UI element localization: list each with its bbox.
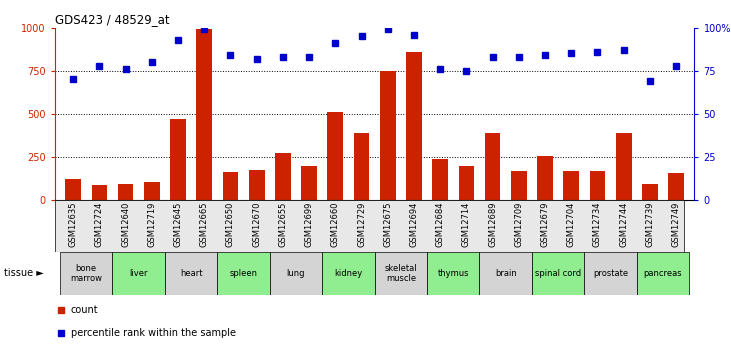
Text: tissue ►: tissue ► xyxy=(4,268,43,278)
Text: GSM12699: GSM12699 xyxy=(305,201,314,247)
FancyBboxPatch shape xyxy=(113,252,165,295)
Bar xyxy=(432,159,448,200)
Text: GSM12675: GSM12675 xyxy=(383,201,393,247)
Bar xyxy=(118,184,134,200)
Text: GSM12660: GSM12660 xyxy=(331,201,340,247)
Bar xyxy=(668,173,684,200)
Text: count: count xyxy=(71,305,99,315)
FancyBboxPatch shape xyxy=(55,200,684,252)
Text: liver: liver xyxy=(129,269,148,278)
Text: prostate: prostate xyxy=(593,269,628,278)
FancyBboxPatch shape xyxy=(480,252,532,295)
Bar xyxy=(197,29,212,200)
Bar xyxy=(642,184,658,200)
Bar xyxy=(275,152,291,200)
Text: spleen: spleen xyxy=(230,269,257,278)
FancyBboxPatch shape xyxy=(60,252,113,295)
Bar xyxy=(301,167,317,200)
Text: GSM12744: GSM12744 xyxy=(619,201,628,247)
Bar xyxy=(144,182,159,200)
Text: GSM12694: GSM12694 xyxy=(409,201,418,247)
Text: lung: lung xyxy=(287,269,306,278)
Bar xyxy=(564,171,579,200)
Bar xyxy=(616,133,632,200)
Text: GSM12749: GSM12749 xyxy=(672,201,681,247)
FancyBboxPatch shape xyxy=(165,252,217,295)
Text: GSM12704: GSM12704 xyxy=(567,201,576,247)
Text: GSM12645: GSM12645 xyxy=(173,201,183,247)
Bar xyxy=(249,170,265,200)
Text: spinal cord: spinal cord xyxy=(535,269,581,278)
Bar xyxy=(511,171,526,200)
Text: GSM12689: GSM12689 xyxy=(488,201,497,247)
Bar xyxy=(223,171,238,200)
Text: skeletal
muscle: skeletal muscle xyxy=(385,264,417,283)
FancyBboxPatch shape xyxy=(532,252,584,295)
Text: brain: brain xyxy=(495,269,517,278)
Text: heart: heart xyxy=(180,269,202,278)
Bar xyxy=(380,71,395,200)
Bar xyxy=(65,179,81,200)
Text: GSM12684: GSM12684 xyxy=(436,201,444,247)
Bar xyxy=(458,166,474,200)
Text: GSM12719: GSM12719 xyxy=(148,201,156,247)
Text: GSM12665: GSM12665 xyxy=(200,201,209,247)
Text: thymus: thymus xyxy=(438,269,469,278)
Text: GSM12714: GSM12714 xyxy=(462,201,471,247)
Text: GSM12724: GSM12724 xyxy=(95,201,104,247)
Text: GSM12655: GSM12655 xyxy=(279,201,287,247)
FancyBboxPatch shape xyxy=(270,252,322,295)
Text: pancreas: pancreas xyxy=(644,269,682,278)
FancyBboxPatch shape xyxy=(584,252,637,295)
Text: GSM12650: GSM12650 xyxy=(226,201,235,247)
FancyBboxPatch shape xyxy=(374,252,427,295)
Text: GSM12709: GSM12709 xyxy=(515,201,523,247)
Text: kidney: kidney xyxy=(334,269,363,278)
Bar xyxy=(485,133,501,200)
FancyBboxPatch shape xyxy=(322,252,374,295)
Text: GSM12670: GSM12670 xyxy=(252,201,261,247)
Text: GSM12679: GSM12679 xyxy=(540,201,550,247)
FancyBboxPatch shape xyxy=(637,252,689,295)
Bar xyxy=(170,119,186,200)
Text: GSM12729: GSM12729 xyxy=(357,201,366,247)
Bar xyxy=(406,52,422,200)
Text: GSM12739: GSM12739 xyxy=(645,201,654,247)
FancyBboxPatch shape xyxy=(427,252,480,295)
Text: GDS423 / 48529_at: GDS423 / 48529_at xyxy=(55,13,170,27)
Bar xyxy=(354,133,369,200)
Text: GSM12640: GSM12640 xyxy=(121,201,130,247)
Bar xyxy=(590,171,605,200)
FancyBboxPatch shape xyxy=(217,252,270,295)
Text: bone
marrow: bone marrow xyxy=(70,264,102,283)
Bar xyxy=(327,112,343,200)
Bar xyxy=(537,156,553,200)
Text: percentile rank within the sample: percentile rank within the sample xyxy=(71,328,236,338)
Bar xyxy=(91,186,107,200)
Text: GSM12635: GSM12635 xyxy=(69,201,77,247)
Text: GSM12734: GSM12734 xyxy=(593,201,602,247)
